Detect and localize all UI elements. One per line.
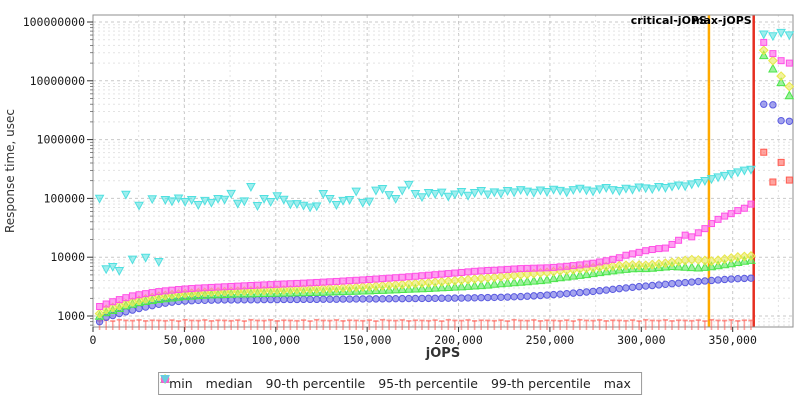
y-tick-label: 10000 [50,250,85,264]
legend-item-p99: 99-th percentile [161,375,591,391]
critical-jops-label: critical-jOPS [631,14,707,27]
legend-label-p99: 99-th percentile [490,376,591,391]
y-tick-label: 100000 [43,191,85,205]
legend-item-min: min [161,375,193,391]
legend-item-max: max [160,375,631,391]
legend-item-p95: 95-th percentile [160,374,478,391]
x-tick-label: 200,000 [434,333,483,347]
y-tick-label: 1000000 [37,133,86,147]
axis-ticks: 0 50,000 100,000 150,000 200,000 250,000 300,0… [23,15,757,347]
max-triangle-down-icon [160,375,171,384]
x-tick-label: 100,000 [252,333,301,347]
x-tick-label: 250,000 [526,333,575,347]
legend-label-p90: 90-th percentile [265,376,366,391]
legend-label-p95: 95-th percentile [378,376,478,391]
x-tick-label: 150,000 [343,333,392,347]
legend: min median 90-th percentile 95-th percen… [158,372,642,395]
legend-label-max: max [603,376,631,391]
x-tick-label: 350,000 [708,333,757,347]
x-tick-label: 0 [90,333,97,347]
y-tick-label: 10000000 [30,74,85,88]
legend-item-p90: 90-th percentile [160,374,366,391]
legend-label-median: median [205,376,253,391]
y-axis-title: Response time, usec [3,109,17,233]
legend-item-median: median [161,375,253,391]
series-max [94,28,795,276]
y-tick-label: 100000000 [23,15,85,29]
y-tick-label: 1000 [57,309,85,323]
series-p90 [94,50,795,320]
max-jops-label: max-jOPS [692,14,752,27]
legend-label-min: min [169,376,193,391]
series-p99 [96,38,793,311]
series-min [96,148,793,330]
x-tick-label: 50,000 [164,333,206,347]
x-axis-title: jOPS [425,346,460,361]
x-tick-label: 300,000 [617,333,666,347]
